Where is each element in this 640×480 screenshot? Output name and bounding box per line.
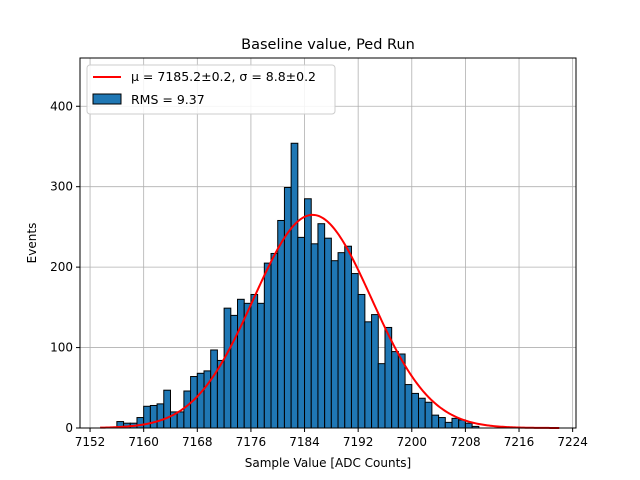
histogram-bar [243,302,252,429]
histogram-bar [330,260,339,429]
histogram-bar [377,363,386,429]
histogram-bar [270,252,279,429]
histogram-bar [163,389,171,429]
legend-fit-mu: μ = 7185.2±0.2 [131,69,231,84]
histogram-bar [391,351,399,429]
histogram-bar [304,198,312,429]
histogram-bar [210,349,218,429]
x-tick-label: 7168 [182,435,213,449]
tick-layer: 7152 7160 7168 7176 7184 7192 7200 7208 7216 7224… [50,99,588,449]
histogram-bar [344,245,352,429]
legend: μ = 7185.2±0.2, σ = 8.8±0.2 RMS = 9.37 [86,64,336,115]
histogram-bar [364,321,373,429]
histogram-bar [350,273,359,429]
histogram-bar [283,187,292,429]
histogram-bar [310,243,319,429]
histogram-bar [263,262,272,429]
legend-fit-sigma: σ = 8.8±0.2 [239,69,316,84]
histogram-bar [431,414,440,429]
histogram-bar [156,403,165,429]
axes-frame [79,57,577,429]
legend-fit-label: μ = 7185.2±0.2, σ = 8.8±0.2 [131,69,316,84]
x-tick-label: 7184 [289,435,320,449]
histogram-bar [203,370,212,429]
histogram-bar [438,417,446,429]
x-tick-label: 7176 [236,435,267,449]
histogram-bar [417,397,426,429]
y-tick-label: 300 [50,180,73,194]
histogram-bars [109,142,480,429]
histogram-bar [196,372,205,429]
y-tick-label: 400 [50,99,73,113]
x-tick-label: 7192 [343,435,374,449]
histogram-bar [176,411,185,429]
legend-histogram-swatch [92,93,122,105]
histogram-bar [444,421,453,429]
y-tick-label: 100 [50,341,73,355]
histogram-bar [237,298,245,429]
histogram-bar [404,384,413,429]
histogram-bar [183,390,192,429]
histogram-bar [411,392,419,429]
histogram-bar [297,236,306,429]
gaussian-fit-curve [100,213,560,429]
histogram-bar [136,417,145,429]
histogram-bar [290,142,299,429]
chart-title: Baseline value, Ped Run [241,37,415,53]
legend-box [86,64,336,115]
x-axis-title: Sample Value [ADC Counts] [245,456,411,470]
x-tick-label: 7200 [397,435,428,449]
y-axis-title: Events [25,223,39,264]
legend-histogram-label: RMS = 9.37 [131,92,205,107]
histogram-bar [250,293,259,429]
histogram-bar [257,302,265,429]
histogram-bar [149,404,158,429]
legend-fit-separator: , [231,69,239,84]
histogram-bar [337,252,346,429]
histogram-bar [223,307,232,429]
x-tick-label: 7208 [450,435,481,449]
y-tick-label: 200 [50,260,73,274]
x-tick-label: 7224 [557,435,588,449]
y-tick-label: 0 [65,421,73,435]
histogram-bar [324,237,332,429]
x-tick-label: 7216 [504,435,535,449]
x-tick-label: 7152 [75,435,106,449]
histogram-bar [230,314,239,429]
histogram-bar [464,422,473,429]
histogram-bar [451,417,460,429]
x-tick-label: 7160 [128,435,159,449]
histogram-bar [384,326,393,429]
histogram-bar [371,314,379,429]
histogram-bar [317,223,326,429]
histogram-bar [424,401,433,429]
histogram-bar [216,359,225,429]
histogram-bar [277,219,285,429]
histogram-bar [357,293,366,429]
